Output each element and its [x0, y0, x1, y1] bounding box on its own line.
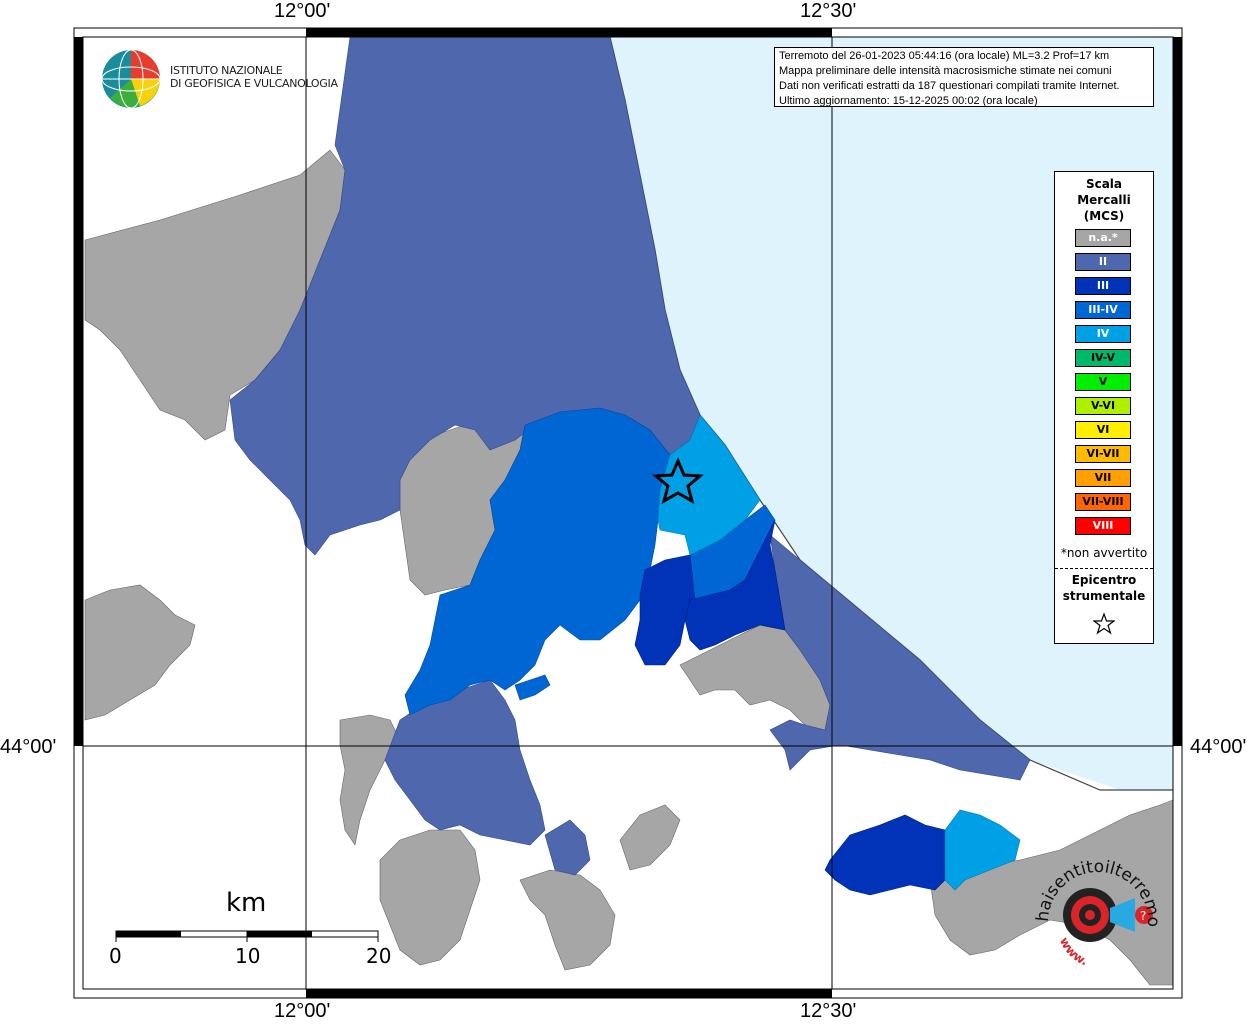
- scale-bar-label-20: 20: [366, 944, 392, 968]
- event-info-line4: Ultimo aggiornamento: 15-12-2025 00:02 (…: [779, 95, 1038, 107]
- region-iv: [657, 414, 761, 556]
- region-na-west-lower: [84, 584, 196, 721]
- region-iii: [634, 519, 786, 666]
- legend-title-line3: (MCS): [1083, 209, 1125, 223]
- region-ii-south-small: [544, 819, 591, 876]
- ingv-logo-text: ISTITUTO NAZIONALE DI GEOFISICA E VULCAN…: [170, 64, 338, 90]
- event-info-line1: Terremoto del 26-01-2023 05:44:16 (ora l…: [779, 50, 1110, 62]
- region-iii-iv-islet: [514, 674, 551, 701]
- legend-item: VIII: [1075, 517, 1131, 535]
- scale-bar-label-0: 0: [109, 944, 122, 968]
- epicenter-star-icon: [652, 457, 704, 505]
- legend-item: VI-VII: [1075, 445, 1131, 463]
- haisentito-logo: ? haisentitoilterremoto.it www.: [1025, 845, 1180, 985]
- region-ii: [229, 36, 1031, 876]
- legend-title-line1: Scala: [1085, 177, 1123, 191]
- legend-item: III-IV: [1075, 301, 1131, 319]
- region-ii-southwest: [384, 679, 546, 846]
- legend-item: n.a.*: [1075, 229, 1131, 247]
- event-info-line3: Dati non verificati estratti da 187 ques…: [779, 80, 1120, 92]
- legend-item: IV: [1075, 325, 1131, 343]
- region-iii-center: [684, 519, 786, 651]
- legend-epicenter-line2: strumentale: [1062, 589, 1146, 603]
- legend-item: IV-V: [1075, 349, 1131, 367]
- scale-bar-segment-1: [116, 931, 181, 937]
- legend-title-line2: Mercalli: [1077, 193, 1131, 207]
- haisentito-target-icon: ? haisentitoilterremoto.it www.: [1025, 845, 1163, 968]
- region-iii-west: [634, 554, 696, 666]
- legend-star-icon: [1093, 613, 1115, 635]
- legend-item: V-VI: [1075, 397, 1131, 415]
- frame-bar-right: [1173, 37, 1182, 746]
- graticule: [83, 37, 1173, 989]
- map-frame: [73, 27, 1183, 999]
- sea-area: [610, 37, 1173, 790]
- legend-note: *non avvertito: [1060, 546, 1148, 560]
- scale-bar-title: km: [226, 888, 267, 918]
- event-info-box: Terremoto del 26-01-2023 05:44:16 (ora l…: [774, 47, 1154, 107]
- longitude-label-bottom-left: 12°00': [274, 1000, 331, 1022]
- legend-separator: [1055, 568, 1153, 569]
- ingv-logo-line2: DI GEOFISICA E VULCANOLOGIA: [170, 77, 338, 90]
- inset-region-iv: [944, 809, 1021, 891]
- region-na-far-east: [929, 799, 1174, 986]
- mcs-legend: Scala Mercalli (MCS) n.a.* II III III-IV IV I…: [1054, 171, 1154, 644]
- scale-bar-segment-3: [247, 931, 312, 937]
- scale-bar: [115, 930, 379, 942]
- region-na-south-center: [379, 829, 481, 966]
- region-na-south-west: [339, 714, 401, 846]
- frame-bar-bottom: [306, 989, 832, 998]
- legend-item: VII: [1075, 469, 1131, 487]
- region-na-southeast-patch: [619, 804, 681, 871]
- inset-region-iii: [824, 814, 946, 896]
- ingv-globe-icon: [101, 49, 161, 109]
- frame-bar-top: [306, 28, 832, 37]
- legend-epicenter-line1: Epicentro: [1071, 573, 1137, 587]
- ingv-logo-line1: ISTITUTO NAZIONALE: [170, 64, 283, 77]
- latitude-label-right: 44°00': [1190, 736, 1247, 758]
- frame-bar-left: [74, 37, 83, 746]
- longitude-label-top-right: 12°30': [800, 0, 857, 22]
- legend-title: Scala Mercalli (MCS): [1055, 176, 1153, 224]
- legend-item: V: [1075, 373, 1131, 391]
- region-na: [84, 149, 1174, 986]
- legend-item: II: [1075, 253, 1131, 271]
- legend-item: III: [1075, 277, 1131, 295]
- legend-items: n.a.* II III III-IV IV IV-V V V-VI VI VI-VII VII VI…: [1075, 229, 1131, 541]
- svg-text:?: ?: [1140, 909, 1146, 923]
- region-ii-north: [229, 36, 701, 556]
- latitude-label-left: 44°00': [0, 736, 57, 758]
- region-ii-east-coast: [769, 534, 1031, 781]
- event-info-line2: Mappa preliminare delle intensità macros…: [779, 65, 1112, 77]
- ingv-logo: ISTITUTO NAZIONALE DI GEOFISICA E VULCAN…: [100, 48, 338, 110]
- longitude-label-bottom-right: 12°30': [800, 1000, 857, 1022]
- legend-epicenter-label: Epicentro strumentale: [1055, 572, 1153, 604]
- legend-item: VII-VIII: [1075, 493, 1131, 511]
- legend-item: VI: [1075, 421, 1131, 439]
- scale-bar-label-10: 10: [235, 944, 261, 968]
- longitude-label-top-left: 12°00': [274, 0, 331, 22]
